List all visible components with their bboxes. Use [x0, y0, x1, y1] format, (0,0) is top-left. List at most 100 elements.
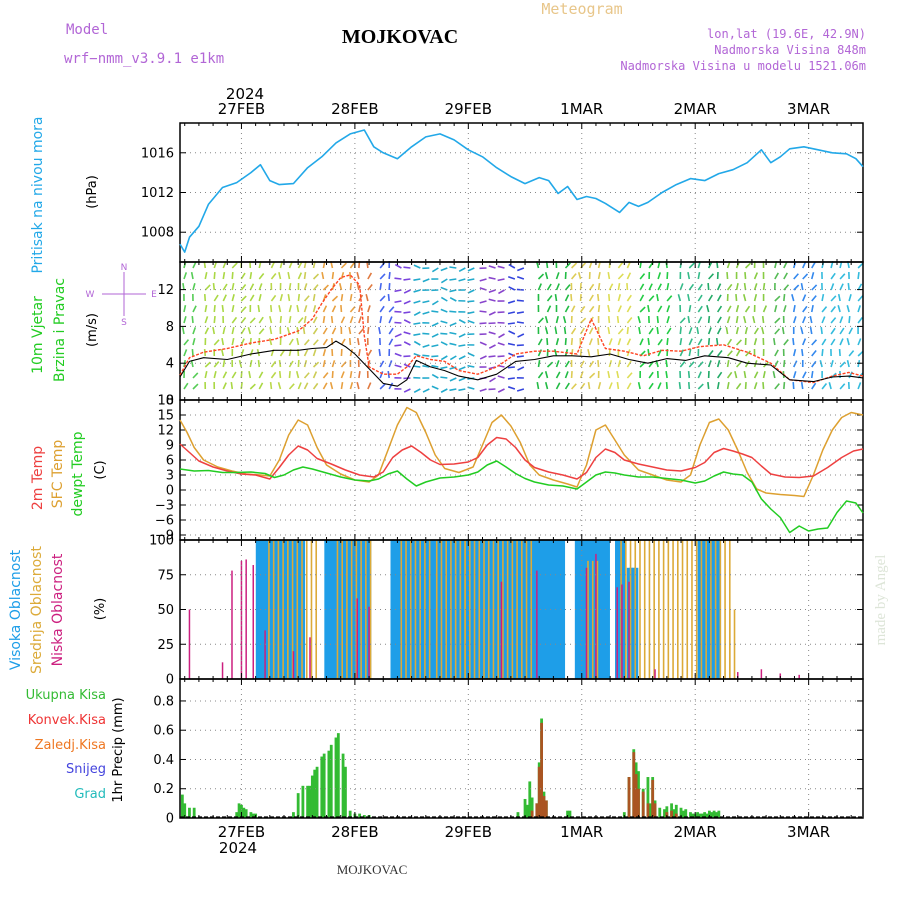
wind-barb — [183, 304, 187, 313]
total-precip-bar — [689, 812, 692, 818]
wind-barb — [810, 304, 814, 313]
wind-barb — [821, 338, 827, 346]
wind-direction-compass: N W E S — [86, 263, 158, 328]
y-tick-label: 18 — [157, 394, 174, 409]
wind-barb — [570, 327, 577, 335]
high-cloud-bar — [451, 540, 457, 679]
wind-barb — [449, 296, 457, 302]
wind-barb — [735, 315, 739, 324]
total-precip-bar — [691, 813, 695, 818]
wind-barb — [387, 293, 390, 302]
wind-barb — [716, 327, 722, 335]
wind-barb — [270, 371, 277, 379]
wind-barb — [467, 311, 475, 315]
high-cloud-bar — [265, 540, 270, 679]
wind-barb — [508, 330, 516, 335]
wind-barb — [564, 284, 571, 291]
wind-barb — [647, 304, 650, 313]
y-tick-label: −6 — [155, 514, 174, 529]
high-cloud-bar — [596, 540, 601, 679]
wind-barb — [570, 348, 574, 357]
wind-barb — [258, 283, 263, 291]
high-cloud-bar — [277, 540, 282, 679]
wind-barb — [687, 315, 691, 324]
total-precip-bar — [301, 785, 305, 818]
wind-barb — [258, 273, 265, 280]
wind-barb — [743, 316, 747, 324]
wind-barb — [697, 361, 704, 368]
wind-barb — [617, 360, 621, 368]
wind-barb — [830, 338, 836, 346]
high-cloud-bar — [402, 540, 407, 679]
high-cloud-bar — [466, 540, 471, 679]
wind-barb — [349, 271, 352, 280]
wind-barb — [792, 316, 797, 324]
total-precip-bar — [700, 813, 704, 818]
wind-barb — [793, 360, 798, 368]
high-cloud-bar — [697, 540, 703, 679]
total-precip-bar — [712, 810, 716, 818]
wind-barb — [269, 316, 273, 324]
x-tick-label-bottom: 27FEB — [218, 823, 265, 841]
high-cloud-bar — [702, 540, 707, 679]
total-precip-bar — [341, 753, 345, 818]
wind-barb — [322, 284, 329, 291]
wind-barb — [349, 282, 352, 291]
wind-barb — [231, 316, 238, 324]
wind-barb — [811, 284, 818, 291]
wind-barb — [349, 316, 354, 324]
wind-barb — [774, 305, 778, 313]
wind-barb — [394, 263, 402, 269]
wind-barb — [536, 381, 540, 390]
total-precip-bar — [679, 807, 683, 818]
wind-barb — [507, 322, 515, 325]
wind-barb — [479, 388, 487, 392]
y-tick-label: 0.4 — [153, 753, 174, 768]
high-cloud-bar — [700, 540, 705, 679]
high-cloud-bar — [288, 540, 294, 679]
wind-barb — [287, 293, 291, 302]
high-cloud-bar — [579, 540, 584, 679]
high-cloud-bar — [442, 540, 447, 679]
wind-barb — [303, 305, 308, 313]
wind-barb — [570, 305, 576, 313]
compass-west: W — [86, 290, 95, 300]
wind-barb — [248, 370, 252, 379]
wind-barb — [516, 355, 524, 358]
wind-barb — [507, 386, 516, 390]
high-cloud-bar — [480, 540, 485, 679]
wind-barb — [302, 326, 306, 335]
wind-barb — [297, 293, 301, 302]
wind-barb — [277, 382, 282, 390]
total-precip-bar — [684, 809, 688, 818]
wind-barb — [413, 300, 421, 304]
wind-barb — [356, 337, 360, 346]
total-precip-bar — [322, 753, 326, 818]
wind-barb — [811, 360, 817, 368]
wind-barb — [554, 326, 558, 335]
dewpoint-line — [179, 460, 864, 534]
wind-barb — [440, 332, 448, 335]
station-title: MOJKOVAC — [342, 26, 458, 48]
wind-barb — [231, 271, 234, 280]
y-tick-label: 0 — [166, 812, 174, 827]
wind-barb — [367, 326, 370, 335]
high-cloud-bar — [326, 540, 332, 679]
wind-barb — [735, 327, 739, 335]
high-cloud-bar — [591, 540, 596, 679]
high-cloud-bar — [456, 540, 462, 679]
wind-barb — [821, 306, 828, 313]
wind-barb — [221, 304, 225, 313]
wind-barb — [588, 338, 593, 346]
high-cloud-bar — [324, 540, 329, 679]
wind-barb — [616, 381, 620, 390]
total-precip-bar — [362, 815, 366, 818]
wind-barb — [857, 283, 863, 291]
wind-barb — [431, 300, 439, 306]
high-cloud-bar — [255, 540, 261, 679]
wind-barb — [182, 282, 185, 291]
wind-barb — [783, 305, 787, 313]
wind-barb — [192, 283, 196, 291]
wind-barb — [617, 261, 624, 269]
